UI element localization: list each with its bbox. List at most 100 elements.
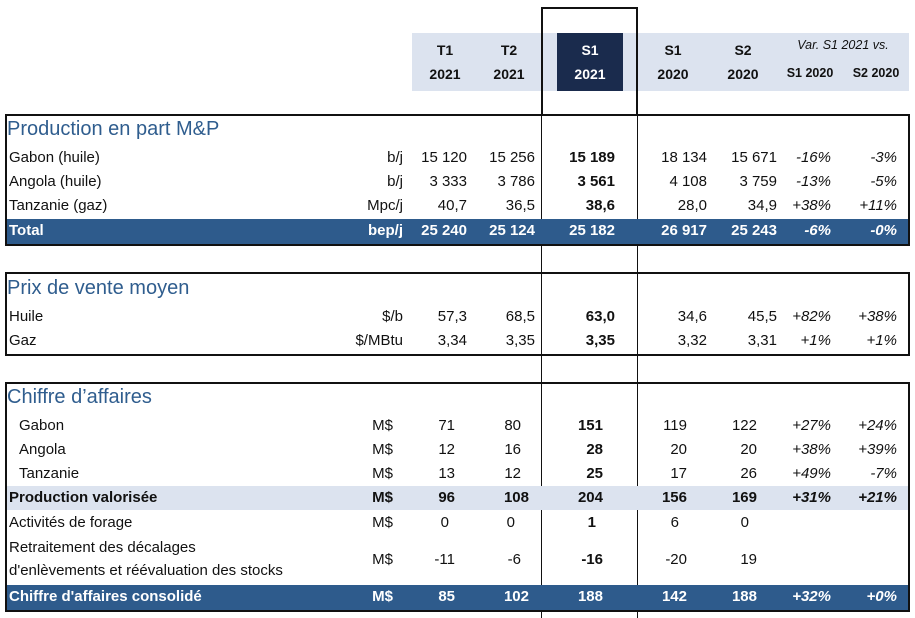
row-unit: M$ <box>372 551 393 568</box>
row-unit: M$ <box>372 489 393 506</box>
cell-s1-2020: 142 <box>661 588 687 605</box>
header-var-title: Var. S1 2021 vs. <box>797 38 889 52</box>
cell-t2-2021: 15 256 <box>489 149 535 166</box>
row-unit: M$ <box>372 588 393 605</box>
cell-var-s2-2020: +1% <box>866 332 897 349</box>
cell-s1-2021: 38,6 <box>585 197 615 214</box>
header-var-s2-2020: S2 2020 <box>852 66 900 80</box>
cell-s1-2021: 1 <box>587 514 596 531</box>
cell-s2-2020: 169 <box>731 489 757 506</box>
row-label: Total <box>9 222 44 239</box>
cell-var-s2-2020: +38% <box>858 308 897 325</box>
cell-var-s1-2020: +32% <box>792 588 831 605</box>
cell-t1-2021: 0 <box>440 514 449 531</box>
cell-t2-2021: 25 124 <box>489 222 535 239</box>
row-label-line1: Retraitement des décalages <box>9 539 196 556</box>
cell-s1-2021: 15 189 <box>569 149 615 166</box>
cell-t2-2021: 3 786 <box>497 173 535 190</box>
cell-t1-2021: 13 <box>438 465 455 482</box>
row-unit: M$ <box>372 441 393 458</box>
cell-var-s2-2020: -3% <box>870 149 897 166</box>
cell-s2-2020: 34,9 <box>747 197 777 214</box>
cell-var-s1-2020: +82% <box>792 308 831 325</box>
cell-t1-2021: 71 <box>438 417 455 434</box>
production-section-title: Production en part M&P <box>7 118 220 140</box>
row-label: Angola (huile) <box>9 173 102 190</box>
cell-s2-2020: 0 <box>740 514 749 531</box>
cell-s1-2020: 34,6 <box>677 308 707 325</box>
cell-var-s1-2020: +49% <box>792 465 831 482</box>
cell-s1-2021: 28 <box>586 441 603 458</box>
revenue-section-title: Chiffre d’affaires <box>7 386 152 408</box>
cell-var-s2-2020: -7% <box>870 465 897 482</box>
header-highlight-s1-2021 <box>557 33 623 91</box>
cell-s1-2021: 3 561 <box>577 173 615 190</box>
cell-var-s1-2020: +1% <box>800 332 831 349</box>
cell-t2-2021: 0 <box>506 514 515 531</box>
header-s1-2021: S1 2021 <box>574 42 606 82</box>
table-row: Activités de forage M$ 0 0 1 6 0 <box>7 511 907 535</box>
cell-s1-2020: 18 134 <box>661 149 707 166</box>
header-s1-2020: S1 2020 <box>657 42 689 82</box>
cell-var-s1-2020: +31% <box>792 489 831 506</box>
cell-var-s1-2020: +38% <box>792 441 831 458</box>
cell-s1-2021: 25 182 <box>569 222 615 239</box>
cell-t1-2021: 40,7 <box>437 197 467 214</box>
row-unit: bep/j <box>367 222 403 239</box>
cell-s2-2020: 3,31 <box>747 332 777 349</box>
cell-t1-2021: 57,3 <box>437 308 467 325</box>
cell-t1-2021: 25 240 <box>421 222 467 239</box>
row-label: Gabon <box>19 417 65 434</box>
row-label: Tanzanie <box>19 465 80 482</box>
cell-s1-2020: 26 917 <box>661 222 707 239</box>
row-label: Activités de forage <box>9 514 133 531</box>
table-row: Gabon M$ 71 80 151 119 122 +27% +24% <box>7 414 907 438</box>
cell-s1-2020: -20 <box>665 551 687 568</box>
cell-var-s2-2020: +11% <box>859 197 897 214</box>
cell-s1-2021: 204 <box>577 489 603 506</box>
header-var-s1-2020: S1 2020 <box>786 66 834 80</box>
consolidated-revenue-row: Chiffre d'affaires consolidé M$ 85 102 1… <box>7 585 908 610</box>
table-row: Angola M$ 12 16 28 20 20 +38% +39% <box>7 438 907 462</box>
row-unit: M$ <box>372 417 393 434</box>
table-row: Gabon (huile) b/j 15 120 15 256 15 189 1… <box>7 146 907 170</box>
cell-s2-2020: 3 759 <box>739 173 777 190</box>
cell-var-s1-2020: +27% <box>792 417 831 434</box>
row-unit: $/MBtu <box>355 332 403 349</box>
cell-s1-2020: 6 <box>670 514 679 531</box>
cell-var-s2-2020: +39% <box>858 441 897 458</box>
cell-t1-2021: 85 <box>438 588 455 605</box>
cell-t2-2021: 80 <box>504 417 521 434</box>
cell-t2-2021: 102 <box>503 588 529 605</box>
row-label: Production valorisée <box>9 489 158 506</box>
table-row: Tanzanie (gaz) Mpc/j 40,7 36,5 38,6 28,0… <box>7 194 907 218</box>
cell-s1-2020: 20 <box>670 441 687 458</box>
total-row: Total bep/j 25 240 25 124 25 182 26 917 … <box>7 219 908 244</box>
cell-t2-2021: 16 <box>504 441 521 458</box>
cell-s1-2021: 3,35 <box>585 332 615 349</box>
cell-t1-2021: 96 <box>438 489 455 506</box>
header-t1-2021: T1 2021 <box>429 42 461 82</box>
cell-s1-2021: 151 <box>577 417 603 434</box>
cell-t2-2021: 3,35 <box>505 332 535 349</box>
row-unit: b/j <box>387 173 403 190</box>
cell-t2-2021: -6 <box>507 551 521 568</box>
cell-var-s2-2020: -5% <box>870 173 897 190</box>
header-t2-2021: T2 2021 <box>493 42 525 82</box>
table-row: Tanzanie M$ 13 12 25 17 26 +49% -7% <box>7 462 907 486</box>
cell-t1-2021: -11 <box>434 551 455 568</box>
s1-2021-column-right-line <box>637 115 638 618</box>
row-unit: b/j <box>387 149 403 166</box>
row-label: Angola <box>19 441 66 458</box>
cell-t1-2021: 3 333 <box>429 173 467 190</box>
row-label: Gaz <box>9 332 37 349</box>
table-row: Retraitement des décalages d'enlèvements… <box>7 536 907 582</box>
s1-2021-column-left-line <box>541 115 542 618</box>
cell-s2-2020: 19 <box>740 551 757 568</box>
cell-s2-2020: 20 <box>740 441 757 458</box>
table-row: Huile $/b 57,3 68,5 63,0 34,6 45,5 +82% … <box>7 305 907 329</box>
row-label: Chiffre d'affaires consolidé <box>9 588 202 605</box>
row-label: Huile <box>9 308 44 325</box>
cell-t2-2021: 36,5 <box>505 197 535 214</box>
cell-var-s1-2020: -6% <box>804 222 831 239</box>
